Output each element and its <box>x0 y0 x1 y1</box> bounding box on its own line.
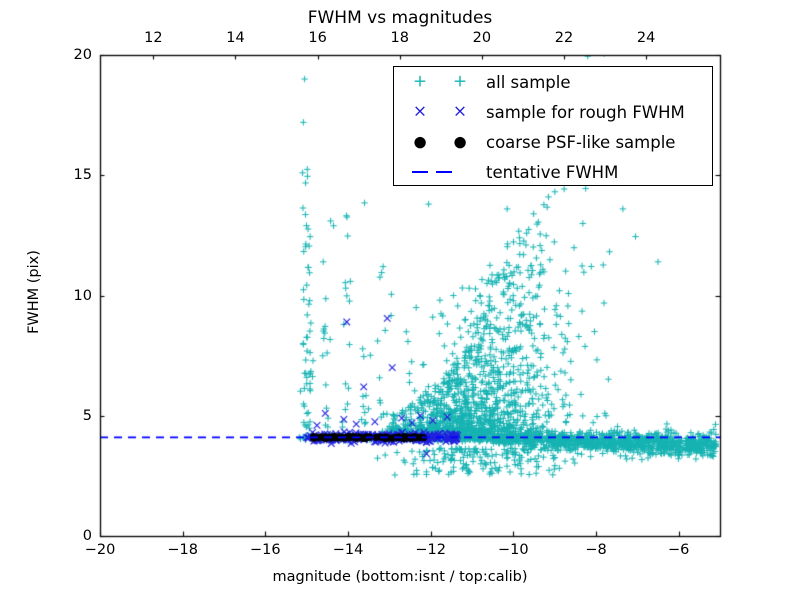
x-tick-label: −8 <box>585 542 607 558</box>
top-x-tick-label: 16 <box>308 30 327 46</box>
x-tick-label: −10 <box>498 542 529 558</box>
top-x-tick-label: 22 <box>554 30 574 46</box>
legend-entry-tentative-fwhm: tentative FWHM <box>394 157 712 187</box>
y-tick-label: 15 <box>73 167 92 184</box>
cross-icon: × × <box>412 101 468 122</box>
x-tick-label: −20 <box>84 542 116 558</box>
dashed-line-icon <box>394 157 486 187</box>
dot-icon: ● ● <box>413 132 467 151</box>
x-tick-label: −14 <box>332 542 364 558</box>
legend-entry-rough-fwhm: × × sample for rough FWHM <box>394 97 712 127</box>
legend-label-coarse-psf: coarse PSF-like sample <box>486 132 676 152</box>
y-tick-label: 20 <box>73 47 92 63</box>
y-tick-label: 5 <box>82 407 92 424</box>
legend-entry-all-sample: + + all sample <box>394 67 712 97</box>
top-x-tick-label: 18 <box>390 30 409 46</box>
legend-label-rough-fwhm: sample for rough FWHM <box>486 102 685 122</box>
top-x-tick-label: 14 <box>226 30 245 46</box>
top-x-tick-label: 12 <box>144 30 163 46</box>
chart-legend: + + all sample × × sample for rough FWHM… <box>393 66 713 186</box>
chart-title: FWHM vs magnitudes <box>307 8 493 28</box>
x-axis-label: magnitude (bottom:isnt / top:calib) <box>272 569 528 585</box>
top-x-tick-label: 24 <box>636 30 656 46</box>
x-tick-label: −18 <box>167 542 198 558</box>
plus-icon: + + <box>412 71 468 92</box>
x-tick-label: −6 <box>667 542 690 558</box>
top-x-tick-label: 20 <box>472 30 492 46</box>
x-tick-label: −12 <box>415 542 446 558</box>
legend-label-all-sample: all sample <box>486 72 571 92</box>
y-axis-label: FWHM (pix) <box>26 250 42 334</box>
y-tick-label: 10 <box>73 287 92 304</box>
legend-label-tentative-fwhm: tentative FWHM <box>486 162 619 182</box>
x-tick-label: −16 <box>250 542 281 558</box>
y-tick-label: 0 <box>82 528 92 544</box>
legend-entry-coarse-psf: ● ● coarse PSF-like sample <box>394 127 712 157</box>
